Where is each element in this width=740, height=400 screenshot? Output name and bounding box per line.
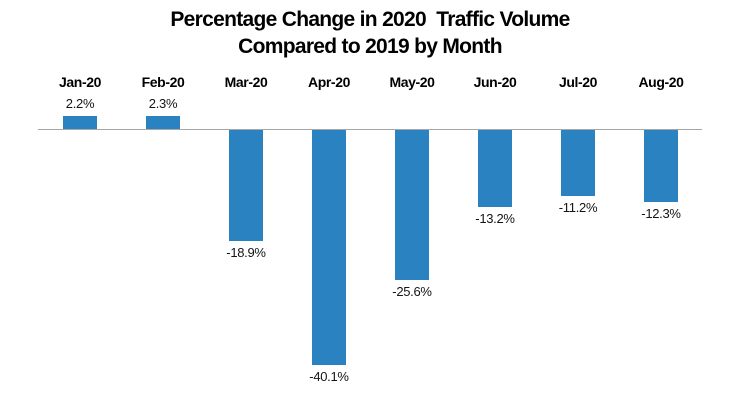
- value-label: -12.3%: [641, 206, 681, 221]
- bar: [312, 130, 346, 365]
- value-label: -11.2%: [558, 200, 598, 215]
- value-label: 2.2%: [65, 96, 95, 111]
- bar: [644, 130, 678, 202]
- x-axis-label: May-20: [389, 74, 435, 90]
- x-axis-label: Jan-20: [59, 74, 101, 90]
- x-axis-label: Mar-20: [224, 74, 268, 90]
- bar: [63, 116, 97, 129]
- chart-title: Percentage Change in 2020 Traffic Volume…: [0, 6, 740, 60]
- value-label: 2.3%: [148, 96, 178, 111]
- bar: [561, 130, 595, 196]
- x-axis-label: Apr-20: [308, 74, 350, 90]
- value-label: -18.9%: [226, 245, 266, 260]
- value-label: -40.1%: [309, 369, 349, 384]
- x-axis-label: Feb-20: [141, 74, 185, 90]
- x-axis-label: Jul-20: [558, 74, 598, 90]
- value-label: -25.6%: [392, 284, 432, 299]
- value-label: -13.2%: [475, 211, 515, 226]
- bar: [478, 130, 512, 207]
- bar: [395, 130, 429, 280]
- bar: [229, 130, 263, 241]
- chart-title-line-2: Compared to 2019 by Month: [238, 35, 502, 58]
- x-axis-label: Aug-20: [638, 74, 684, 90]
- chart-title-line-1: Percentage Change in 2020 Traffic Volume: [170, 8, 570, 31]
- bar: [146, 116, 180, 129]
- x-axis-label: Jun-20: [473, 74, 517, 90]
- x-axis-line: [38, 129, 702, 130]
